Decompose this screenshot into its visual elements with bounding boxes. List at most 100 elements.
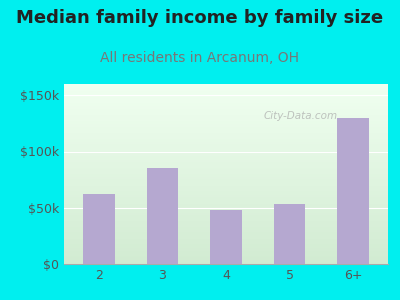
Bar bbox=[64, 263, 388, 264]
Bar bbox=[64, 90, 388, 91]
Bar bbox=[64, 259, 388, 260]
Bar bbox=[64, 189, 388, 190]
Bar bbox=[64, 173, 388, 174]
Bar bbox=[64, 102, 388, 103]
Bar bbox=[64, 227, 388, 228]
Bar bbox=[64, 155, 388, 156]
Bar bbox=[64, 215, 388, 216]
Bar bbox=[64, 108, 388, 109]
Bar bbox=[64, 245, 388, 246]
Bar bbox=[64, 191, 388, 192]
Bar bbox=[64, 208, 388, 209]
Bar bbox=[64, 188, 388, 189]
Bar bbox=[64, 127, 388, 128]
Bar bbox=[64, 131, 388, 132]
Bar bbox=[64, 194, 388, 195]
Bar bbox=[64, 201, 388, 202]
Bar bbox=[64, 186, 388, 187]
Bar bbox=[64, 256, 388, 257]
Bar bbox=[64, 234, 388, 235]
Bar bbox=[64, 129, 388, 130]
Bar bbox=[64, 214, 388, 215]
Bar bbox=[64, 113, 388, 114]
Bar bbox=[64, 190, 388, 191]
Bar bbox=[64, 154, 388, 155]
Bar bbox=[64, 251, 388, 252]
Bar bbox=[64, 183, 388, 184]
Bar bbox=[64, 111, 388, 112]
Bar bbox=[64, 163, 388, 164]
Bar bbox=[64, 246, 388, 247]
Bar bbox=[64, 213, 388, 214]
Bar bbox=[64, 130, 388, 131]
Bar bbox=[64, 262, 388, 263]
Text: Median family income by family size: Median family income by family size bbox=[16, 9, 384, 27]
Bar bbox=[64, 172, 388, 173]
Bar bbox=[64, 85, 388, 86]
Bar bbox=[64, 160, 388, 161]
Bar bbox=[64, 128, 388, 129]
Bar bbox=[64, 120, 388, 121]
Bar bbox=[64, 162, 388, 163]
Bar bbox=[64, 218, 388, 219]
Bar bbox=[64, 134, 388, 135]
Bar bbox=[64, 237, 388, 238]
Bar bbox=[64, 151, 388, 152]
Bar bbox=[64, 211, 388, 212]
Bar bbox=[64, 239, 388, 240]
Bar bbox=[64, 105, 388, 106]
Bar bbox=[64, 236, 388, 237]
Bar bbox=[64, 248, 388, 249]
Bar bbox=[64, 223, 388, 224]
Bar bbox=[64, 106, 388, 107]
Bar bbox=[64, 141, 388, 142]
Bar bbox=[64, 204, 388, 205]
Bar bbox=[64, 210, 388, 211]
Bar bbox=[64, 182, 388, 183]
Bar bbox=[64, 132, 388, 133]
Bar bbox=[64, 169, 388, 170]
Bar bbox=[64, 197, 388, 198]
Bar bbox=[64, 228, 388, 229]
Bar bbox=[337, 118, 369, 264]
Bar bbox=[64, 175, 388, 176]
Bar bbox=[64, 149, 388, 150]
Bar bbox=[64, 166, 388, 167]
Bar bbox=[64, 184, 388, 185]
Bar bbox=[64, 180, 388, 181]
Bar bbox=[64, 171, 388, 172]
Bar bbox=[64, 196, 388, 197]
Bar bbox=[64, 212, 388, 213]
Bar bbox=[64, 122, 388, 123]
Bar bbox=[64, 118, 388, 119]
Bar bbox=[64, 157, 388, 158]
Bar bbox=[64, 226, 388, 227]
Bar bbox=[64, 169, 388, 170]
Bar bbox=[64, 139, 388, 140]
Bar bbox=[64, 217, 388, 218]
Bar bbox=[64, 143, 388, 144]
Bar bbox=[64, 101, 388, 102]
Bar bbox=[64, 91, 388, 92]
Bar bbox=[64, 119, 388, 120]
Bar bbox=[64, 250, 388, 251]
Bar bbox=[64, 107, 388, 108]
Bar bbox=[64, 100, 388, 101]
Bar bbox=[64, 88, 388, 89]
Bar bbox=[64, 238, 388, 239]
Bar bbox=[64, 249, 388, 250]
Bar bbox=[64, 193, 388, 194]
Bar bbox=[64, 241, 388, 242]
Bar bbox=[64, 144, 388, 145]
Bar bbox=[64, 177, 388, 178]
Bar bbox=[64, 95, 388, 96]
Bar bbox=[64, 89, 388, 90]
Bar bbox=[64, 165, 388, 166]
Bar bbox=[64, 164, 388, 165]
Bar bbox=[64, 117, 388, 118]
Bar bbox=[64, 200, 388, 201]
Bar bbox=[64, 126, 388, 127]
Bar bbox=[64, 148, 388, 149]
Bar bbox=[64, 138, 388, 139]
Bar bbox=[64, 115, 388, 116]
